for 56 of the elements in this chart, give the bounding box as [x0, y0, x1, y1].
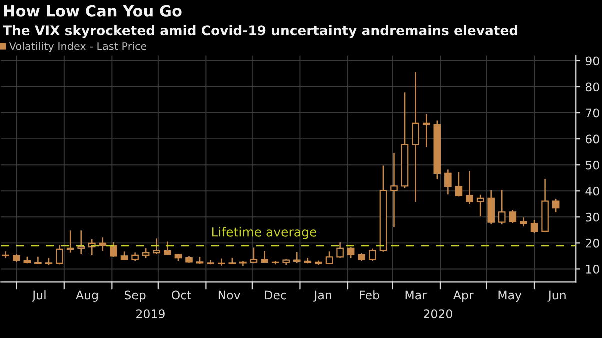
candlestick	[520, 218, 528, 227]
y-tick-label: 80	[586, 82, 600, 92]
candlestick	[347, 248, 355, 258]
candlestick	[2, 252, 10, 258]
x-tick-label: Nov	[218, 290, 240, 300]
text: 2019	[136, 310, 165, 319]
y-tick-label: 10	[586, 264, 600, 274]
y-tick-label: 90	[586, 56, 600, 66]
candlestick	[110, 242, 118, 258]
candlestick	[164, 242, 172, 256]
candlestick	[294, 252, 301, 264]
y-tick-label: 60	[586, 134, 600, 144]
candlestick	[422, 114, 430, 148]
x-tick-label: Oct	[172, 290, 192, 300]
candlestick	[476, 194, 484, 216]
candlestick	[509, 210, 517, 224]
text: 2020	[424, 310, 452, 319]
candlestick	[444, 170, 452, 195]
y-tick-label: 30	[586, 212, 600, 222]
candlestick	[56, 245, 64, 265]
candlestick	[455, 172, 463, 197]
candlestick	[552, 199, 560, 212]
x-tick-label: Jan	[314, 290, 332, 302]
x-tick-label: Jun	[548, 290, 566, 302]
candlestick	[78, 230, 85, 254]
x-tick-label: May	[498, 290, 522, 302]
x-tick-label: Apr	[453, 290, 474, 302]
x-tick-label: Mar	[406, 290, 427, 300]
y-tick-label: 70	[586, 108, 600, 118]
candlestick	[153, 238, 161, 254]
candlestick	[390, 153, 398, 228]
y-tick-label: 40	[586, 186, 600, 196]
candlestick	[488, 190, 495, 225]
x-tick-label: Sep	[124, 290, 146, 302]
candlestick	[34, 256, 42, 264]
chart-title: How Low Can You Go	[4, 5, 182, 17]
candlestick	[336, 242, 344, 258]
x-tick-label: Jul	[32, 290, 46, 302]
candlestick	[250, 248, 258, 264]
candlestick	[99, 238, 107, 252]
x-tick-label: Feb	[360, 290, 380, 300]
candlestick	[498, 190, 506, 225]
y-tick-label: 50	[586, 160, 600, 170]
candlestick	[261, 251, 268, 264]
y-tick-label: 20	[586, 238, 600, 248]
x-tick-label: Aug	[76, 290, 98, 302]
candlestick	[369, 248, 376, 261]
ref-line-label: Lifetime average	[212, 227, 317, 240]
candlestick	[66, 230, 74, 253]
candlestick	[412, 72, 420, 202]
legend-label: Volatility Index - Last Price	[9, 42, 147, 52]
candlestick	[326, 252, 334, 264]
candlestick	[530, 220, 538, 234]
x-tick-label: Dec	[265, 290, 286, 300]
candlestick	[466, 171, 474, 205]
chart-subtitle: The VIX skyrocketed amid Covid-19 uncertainty andremains elevated	[3, 25, 518, 38]
